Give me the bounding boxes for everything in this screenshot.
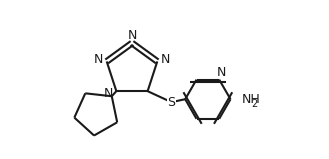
Text: S: S — [167, 96, 175, 109]
Text: NH: NH — [241, 93, 260, 106]
Text: N: N — [94, 53, 104, 66]
Text: N: N — [216, 66, 226, 79]
Text: 2: 2 — [251, 99, 257, 109]
Text: N: N — [104, 87, 113, 100]
Text: N: N — [161, 53, 170, 66]
Text: N: N — [127, 29, 137, 42]
